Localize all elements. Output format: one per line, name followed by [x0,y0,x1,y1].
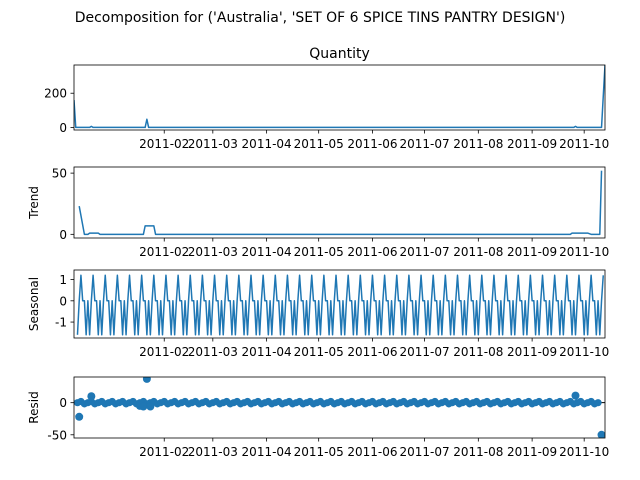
x-tick-label: 2011-05 [294,345,344,359]
x-tick-label: 2011-09 [507,137,557,151]
seasonal-line [76,274,605,336]
resid-point [139,402,148,411]
y-tick-label: 200 [44,87,67,101]
x-tick-label: 2011-02 [139,345,189,359]
series-line [78,170,603,236]
x-tick-label: 2011-05 [294,245,344,259]
x-tick-label: 2011-06 [347,345,397,359]
x-tick-label: 2011-02 [139,137,189,151]
x-tick-label: 2011-08 [453,137,503,151]
x-tick-label: 2011-06 [347,137,397,151]
y-axis-label: Resid [27,391,41,423]
x-tick-label: 2011-03 [188,445,238,459]
y-tick-label: -1 [55,316,67,330]
x-tick-label: 2011-02 [139,245,189,259]
axes-frame [73,64,606,131]
y-tick-label: 0 [59,228,67,242]
x-tick-label: 2011-05 [294,445,344,459]
x-tick-label: 2011-06 [347,445,397,459]
x-tick-label: 2011-10 [559,345,609,359]
x-tick-label: 2011-09 [507,345,557,359]
x-tick-label: 2011-09 [507,245,557,259]
x-tick-label: 2011-04 [242,137,292,151]
axes-frame [73,269,606,339]
data-layer [74,377,605,438]
x-tick-label: 2011-04 [242,345,292,359]
x-tick-label: 2011-10 [559,245,609,259]
y-tick-label: 0 [59,121,67,135]
x-tick-label: 2011-04 [242,445,292,459]
x-tick-label: 2011-04 [242,245,292,259]
series-line [74,65,605,129]
x-tick-label: 2011-08 [453,445,503,459]
resid-point [594,399,602,407]
x-tick-label: 2011-03 [188,345,238,359]
x-tick-label: 2011-06 [347,245,397,259]
y-tick-label: 0 [59,294,67,308]
y-tick-label: 1 [59,273,67,287]
y-axis-label: Seasonal [27,277,41,331]
data-layer [74,65,605,129]
x-tick-label: 2011-09 [507,445,557,459]
x-tick-label: 2011-07 [399,345,449,359]
x-tick-label: 2011-07 [399,445,449,459]
y-axis-label: Trend [27,186,41,220]
axes-frame [73,376,606,439]
resid-point [87,392,96,401]
x-tick-label: 2011-03 [188,137,238,151]
resid-point [146,402,155,411]
x-tick-label: 2011-08 [453,245,503,259]
x-tick-label: 2011-10 [559,137,609,151]
y-tick-label: 50 [52,167,67,181]
y-tick-label: 0 [59,396,67,410]
y-tick-label: -50 [47,428,67,442]
resid-point [597,430,605,438]
resid-point [75,412,84,421]
x-tick-label: 2011-07 [399,245,449,259]
x-tick-label: 2011-05 [294,137,344,151]
data-layer [76,274,605,336]
x-tick-label: 2011-07 [399,137,449,151]
figure-suptitle: Decomposition for ('Australia', 'SET OF … [75,10,566,26]
x-tick-label: 2011-10 [559,445,609,459]
x-tick-label: 2011-08 [453,345,503,359]
axes-frame [73,166,606,239]
resid-point [142,377,151,383]
data-layer [78,170,603,236]
x-tick-label: 2011-03 [188,245,238,259]
x-tick-label: 2011-02 [139,445,189,459]
panel-title: Quantity [309,46,370,62]
resid-point [571,391,580,400]
